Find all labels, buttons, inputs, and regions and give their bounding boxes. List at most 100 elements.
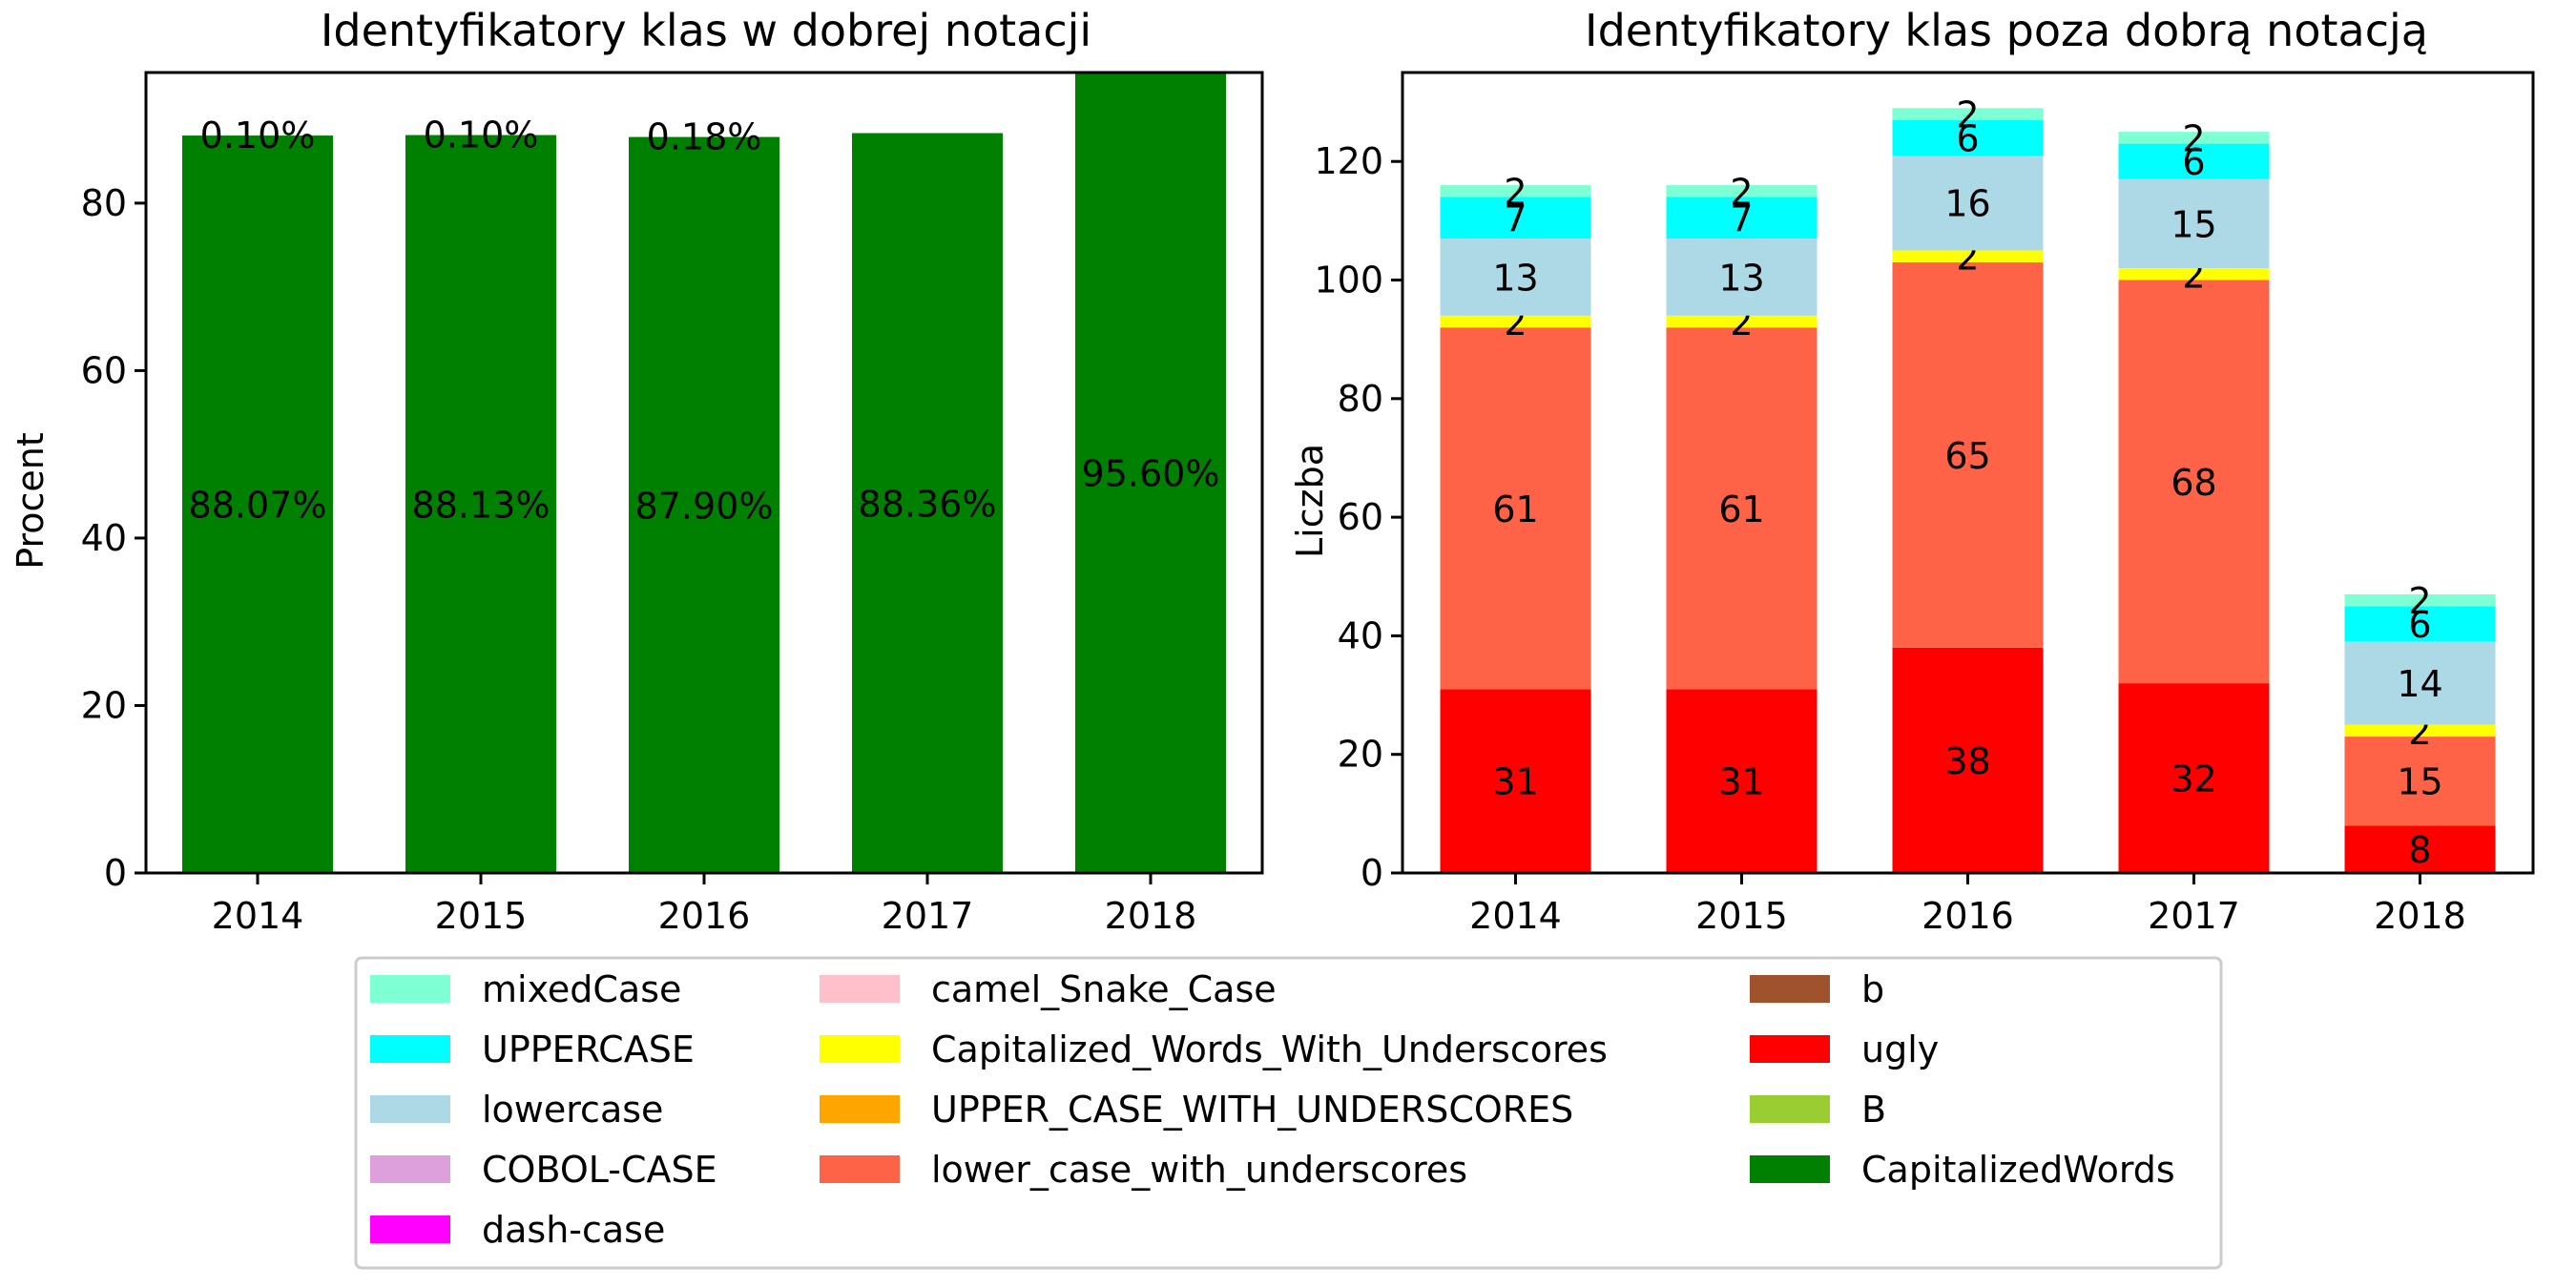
right-data-label: 2 — [2182, 117, 2205, 159]
right-data-label: 61 — [1718, 488, 1764, 530]
legend-label: lowercase — [482, 1089, 663, 1131]
right-y-tick-label: 20 — [1338, 734, 1383, 776]
right-bar — [2118, 132, 2270, 144]
left-x-tick-label: 2018 — [1105, 895, 1197, 937]
right-bar — [2118, 178, 2270, 269]
legend-swatch — [1750, 1035, 1830, 1063]
legend-label: COBOL-CASE — [482, 1149, 717, 1191]
right-x-tick-label: 2018 — [2374, 895, 2466, 937]
right-bar — [1666, 239, 1818, 316]
right-bar — [1666, 689, 1818, 873]
right-y-tick-label: 100 — [1314, 260, 1383, 301]
left-data-label: 95.60% — [1082, 453, 1220, 495]
left-data-label: 88.07% — [189, 485, 327, 527]
right-data-label: 68 — [2171, 462, 2216, 504]
right-data-label: 2 — [1504, 171, 1527, 213]
legend-label: Capitalized_Words_With_Underscores — [931, 1028, 1608, 1070]
right-data-label: 31 — [1718, 761, 1764, 803]
left-y-tick-label: 80 — [81, 182, 127, 224]
right-data-label: 6 — [2182, 141, 2205, 183]
left-data-label: 87.90% — [635, 485, 774, 527]
right-y-tick-label: 60 — [1338, 496, 1383, 538]
left-y-tick-label: 60 — [81, 349, 127, 391]
right-data-label: 65 — [1944, 435, 1990, 477]
right-y-tick-label: 80 — [1338, 378, 1383, 420]
left-y-tick-label: 0 — [104, 852, 127, 894]
legend-swatch — [370, 1095, 450, 1123]
right-data-label: 2 — [2408, 580, 2431, 622]
legend-label: dash-case — [482, 1209, 665, 1251]
legend-label: ugly — [1861, 1028, 1939, 1070]
right-data-label: 16 — [1944, 183, 1990, 225]
right-bar — [1440, 239, 1591, 316]
legend-swatch — [820, 1155, 900, 1183]
right-bar — [2118, 143, 2270, 179]
right-bar — [2118, 268, 2270, 280]
legend-label: UPPERCASE — [482, 1028, 695, 1070]
right-data-label: 6 — [2408, 604, 2431, 646]
left-x-tick-label: 2016 — [658, 895, 751, 937]
right-x-tick-label: 2015 — [1695, 895, 1788, 937]
right-y-tick-label: 120 — [1314, 140, 1383, 182]
left-data-label: 0.10% — [424, 114, 539, 156]
right-x-tick-label: 2016 — [1922, 895, 2014, 937]
right-data-label: 15 — [2397, 761, 2442, 803]
right-data-label: 14 — [2397, 663, 2442, 705]
legend-label: B — [1861, 1089, 1886, 1131]
right-data-label: 13 — [1492, 257, 1538, 299]
legend-label: lower_case_with_underscores — [931, 1149, 1467, 1191]
right-data-label: 2 — [1956, 94, 1979, 136]
left-bar — [405, 135, 556, 873]
right-data-label: 8 — [2408, 829, 2431, 871]
right-bar — [1666, 327, 1818, 690]
right-bar — [1892, 261, 2044, 648]
right-data-label: 7 — [1504, 197, 1527, 239]
right-bar — [2118, 683, 2270, 873]
right-data-label: 13 — [1718, 257, 1764, 299]
right-bar — [2344, 641, 2496, 725]
left-data-label: 0.10% — [200, 114, 316, 156]
right-x-tick-label: 2014 — [1469, 895, 1562, 937]
legend-label: UPPER_CASE_WITH_UNDERSCORES — [931, 1089, 1573, 1131]
left-bar — [182, 135, 333, 873]
right-bar — [1440, 689, 1591, 873]
legend: mixedCase UPPERCASE lowercase COBOL-CASE das… — [354, 956, 2223, 1270]
right-bar — [1892, 156, 2044, 251]
legend-swatch — [370, 1155, 450, 1183]
right-bar — [1440, 327, 1591, 690]
right-bar — [2118, 280, 2270, 684]
right-bar — [1666, 185, 1818, 197]
right-y-axis-label: Liczba — [1289, 444, 1331, 558]
left-x-tick-label: 2017 — [882, 895, 974, 937]
legend-swatch — [1750, 1155, 1830, 1183]
right-y-tick-label: 40 — [1338, 614, 1383, 656]
right-data-label: 32 — [2171, 758, 2216, 800]
legend-swatch — [370, 1035, 450, 1063]
left-y-tick-label: 20 — [81, 684, 127, 726]
chart-right: Identyfikatory klas poza dobrą notacją L… — [1289, 5, 2535, 937]
legend-swatch — [820, 1035, 900, 1063]
right-bar — [1892, 119, 2044, 156]
right-bar — [1892, 108, 2044, 120]
right-data-label: 38 — [1944, 740, 1990, 782]
right-bar — [2344, 737, 2496, 826]
right-data-label: 6 — [1956, 117, 1979, 159]
legend-label: CapitalizedWords — [1861, 1149, 2175, 1191]
legend-swatch — [1750, 1095, 1830, 1123]
right-data-label: 61 — [1492, 488, 1538, 530]
right-chart-title: Identyfikatory klas poza dobrą notacją — [1585, 5, 2428, 56]
left-bar — [1075, 73, 1226, 873]
left-chart-title: Identyfikatory klas w dobrej notacji — [321, 5, 1091, 56]
left-bar — [852, 133, 1003, 874]
chart-left: Identyfikatory klas w dobrej notacji Pro… — [10, 5, 1264, 937]
right-data-label: 31 — [1492, 761, 1538, 803]
right-bar — [1892, 647, 2044, 873]
left-plot-frame — [144, 71, 1264, 875]
left-y-tick-label: 40 — [81, 517, 127, 559]
left-x-tick-label: 2015 — [435, 895, 528, 937]
left-data-label: 88.36% — [859, 483, 997, 525]
right-bar — [2344, 606, 2496, 642]
right-bar — [1440, 315, 1591, 328]
right-bar — [1666, 315, 1818, 328]
